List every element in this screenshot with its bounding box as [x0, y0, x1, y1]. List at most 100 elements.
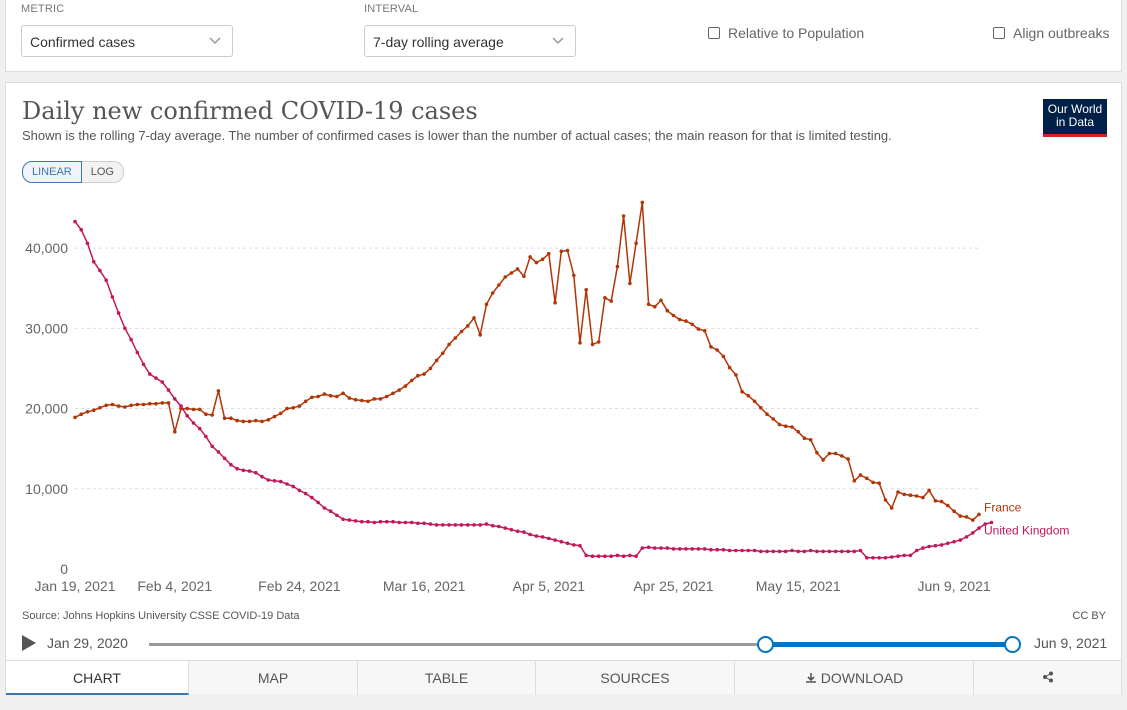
- data-point: [173, 397, 177, 401]
- chart-card: Daily new confirmed COVID-19 cases Shown…: [5, 82, 1122, 695]
- log-scale-button[interactable]: LOG: [81, 161, 124, 183]
- timeline-start-handle[interactable]: [757, 636, 774, 653]
- tab-chart[interactable]: CHART: [6, 661, 189, 695]
- data-point: [353, 397, 358, 402]
- series-france: [73, 200, 981, 522]
- data-point: [110, 295, 115, 299]
- data-point: [796, 549, 800, 554]
- line-chart[interactable]: 0 10,000 20,000 30,000 40,000 Jan 19, 2021 Fe…: [6, 83, 1121, 608]
- data-point: [964, 535, 969, 539]
- play-icon[interactable]: [22, 635, 36, 651]
- data-point: [578, 543, 582, 548]
- data-point: [416, 521, 420, 526]
- timeline-end-label: Jun 9, 2021: [1034, 635, 1108, 651]
- data-point: [509, 527, 514, 532]
- data-point: [721, 547, 726, 552]
- source-note[interactable]: Source: Johns Hopkins University CSSE CO…: [22, 610, 300, 622]
- data-point: [914, 494, 919, 498]
- series-line: [74, 221, 992, 559]
- data-point: [684, 319, 688, 323]
- data-point: [116, 404, 121, 408]
- data-point: [366, 399, 370, 404]
- data-point: [154, 376, 158, 380]
- data-point: [840, 454, 844, 458]
- owid-logo[interactable]: Our World in Data: [1043, 99, 1107, 137]
- data-point: [677, 317, 682, 322]
- data-point: [285, 406, 289, 411]
- data-point: [952, 509, 956, 513]
- data-point: [110, 402, 115, 407]
- tab-share[interactable]: [974, 661, 1121, 695]
- data-point: [204, 434, 208, 439]
- data-point: [796, 430, 800, 434]
- data-point: [877, 556, 881, 560]
- data-point: [216, 450, 221, 454]
- data-point: [416, 373, 420, 378]
- series-layer: [73, 200, 994, 560]
- data-point: [802, 436, 807, 441]
- data-point: [453, 336, 458, 340]
- data-point: [104, 403, 108, 408]
- x-tick-label: Mar 16, 2021: [383, 578, 466, 594]
- data-point: [384, 394, 389, 399]
- data-point: [347, 396, 352, 400]
- data-point: [79, 227, 83, 232]
- timeline-start-label: Jan 29, 2020: [47, 635, 128, 651]
- data-point: [478, 523, 483, 527]
- linear-scale-button[interactable]: LINEAR: [22, 161, 82, 183]
- data-point: [328, 393, 333, 398]
- data-point: [677, 547, 682, 551]
- data-point: [727, 365, 732, 370]
- data-point: [628, 553, 632, 558]
- data-point: [123, 326, 127, 331]
- data-point: [98, 406, 102, 410]
- data-point: [852, 479, 857, 483]
- tab-sources[interactable]: SOURCES: [536, 661, 735, 695]
- tab-table[interactable]: TABLE: [358, 661, 536, 695]
- interval-select[interactable]: 7-day rolling average: [364, 25, 576, 57]
- logo-line-2: in Data: [1055, 115, 1095, 129]
- data-point: [721, 354, 726, 359]
- data-point: [927, 488, 931, 493]
- license-label[interactable]: CC BY: [1072, 610, 1106, 622]
- data-point: [896, 554, 900, 558]
- timeline-track[interactable]: [149, 643, 1013, 646]
- data-point: [266, 418, 271, 422]
- gridlines: [75, 247, 979, 490]
- data-point: [490, 523, 495, 528]
- data-point: [428, 522, 433, 526]
- data-point: [540, 535, 545, 539]
- controls-bar: METRIC Confirmed cases INTERVAL 7-day ro…: [5, 0, 1122, 72]
- data-point: [547, 536, 551, 541]
- data-point: [503, 275, 508, 279]
- checkbox-box[interactable]: [993, 27, 1005, 39]
- align-outbreaks-checkbox[interactable]: Align outbreaks: [993, 25, 1110, 41]
- data-point: [328, 509, 333, 513]
- data-point: [547, 251, 551, 256]
- data-point: [715, 348, 719, 352]
- data-point: [185, 414, 189, 418]
- tab-download[interactable]: DOWNLOAD: [735, 661, 974, 695]
- data-point: [341, 517, 345, 522]
- data-point: [303, 491, 308, 496]
- data-point: [946, 503, 950, 508]
- data-point: [584, 288, 588, 292]
- chevron-down-icon: [209, 37, 221, 45]
- metric-label: METRIC: [21, 3, 65, 15]
- metric-select[interactable]: Confirmed cases: [21, 25, 233, 57]
- data-point: [85, 410, 90, 414]
- checkbox-box[interactable]: [708, 27, 720, 39]
- tab-map[interactable]: MAP: [189, 661, 358, 695]
- data-point: [690, 322, 694, 327]
- data-point: [384, 519, 389, 524]
- series-label: United Kingdom: [984, 523, 1069, 537]
- data-point: [266, 478, 271, 482]
- data-point: [372, 520, 377, 525]
- data-point: [927, 544, 931, 549]
- relative-to-population-checkbox[interactable]: Relative to Population: [708, 25, 864, 41]
- timeline-end-handle[interactable]: [1004, 636, 1021, 653]
- data-point: [646, 545, 651, 550]
- data-point: [565, 248, 570, 253]
- relative-label: Relative to Population: [728, 25, 865, 41]
- share-icon: [1042, 671, 1053, 683]
